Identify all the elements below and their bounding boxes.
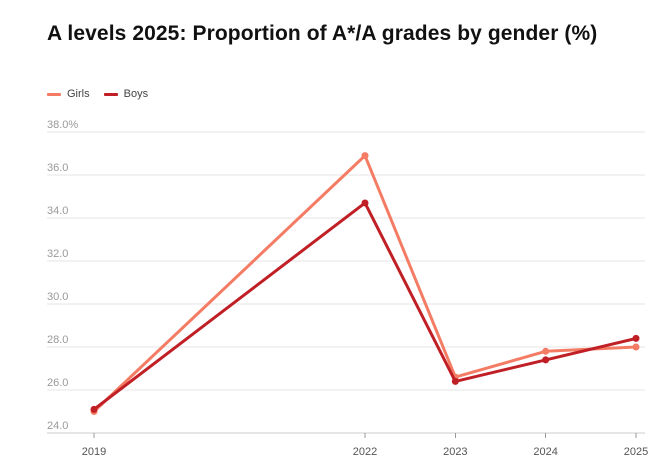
legend-label-girls: Girls (67, 88, 90, 100)
y-tick-label: 36.0 (47, 162, 68, 174)
legend: Girls Boys (47, 88, 148, 100)
data-point-boys[interactable] (361, 199, 369, 207)
y-tick-label: 26.0 (47, 377, 68, 389)
x-axis-ticks: 2019 2022 2023 2024 2025 (82, 433, 648, 458)
y-tick-label: 32.0 (47, 248, 68, 260)
data-point-girls[interactable] (361, 152, 369, 160)
data-point-boys[interactable] (451, 377, 459, 385)
chart-title: A levels 2025: Proportion of A*/A grades… (47, 22, 598, 45)
x-tick-label: 2025 (624, 446, 648, 458)
data-point-boys[interactable] (90, 405, 98, 413)
y-tick-label: 38.0% (47, 119, 78, 131)
legend-item-boys[interactable]: Boys (103, 88, 149, 100)
legend-item-girls[interactable]: Girls (47, 88, 90, 100)
legend-label-boys: Boys (123, 88, 149, 100)
x-tick-label: 2019 (82, 446, 106, 458)
legend-swatch-boys (103, 92, 118, 96)
series-boys (90, 199, 640, 413)
legend-swatch-girls (47, 92, 61, 96)
y-tick-label: 24.0 (47, 420, 68, 432)
x-tick-label: 2023 (443, 446, 467, 458)
y-tick-label: 30.0 (47, 291, 68, 303)
x-tick-label: 2024 (533, 446, 557, 458)
y-axis-ticks: 24.0 26.0 28.0 30.0 32.0 34.0 36.0 38.0% (47, 119, 78, 432)
series-lines (90, 152, 640, 415)
series-line-girls (92, 154, 638, 413)
series-girls (90, 152, 640, 415)
gridlines (47, 131, 645, 434)
x-tick-label: 2022 (353, 446, 377, 458)
data-point-girls[interactable] (542, 347, 550, 355)
series-line-boys (92, 201, 638, 411)
data-point-boys[interactable] (632, 334, 640, 342)
y-tick-label: 28.0 (47, 334, 68, 346)
data-point-girls[interactable] (632, 343, 640, 351)
data-point-boys[interactable] (542, 356, 550, 364)
y-tick-label: 34.0 (47, 205, 68, 217)
